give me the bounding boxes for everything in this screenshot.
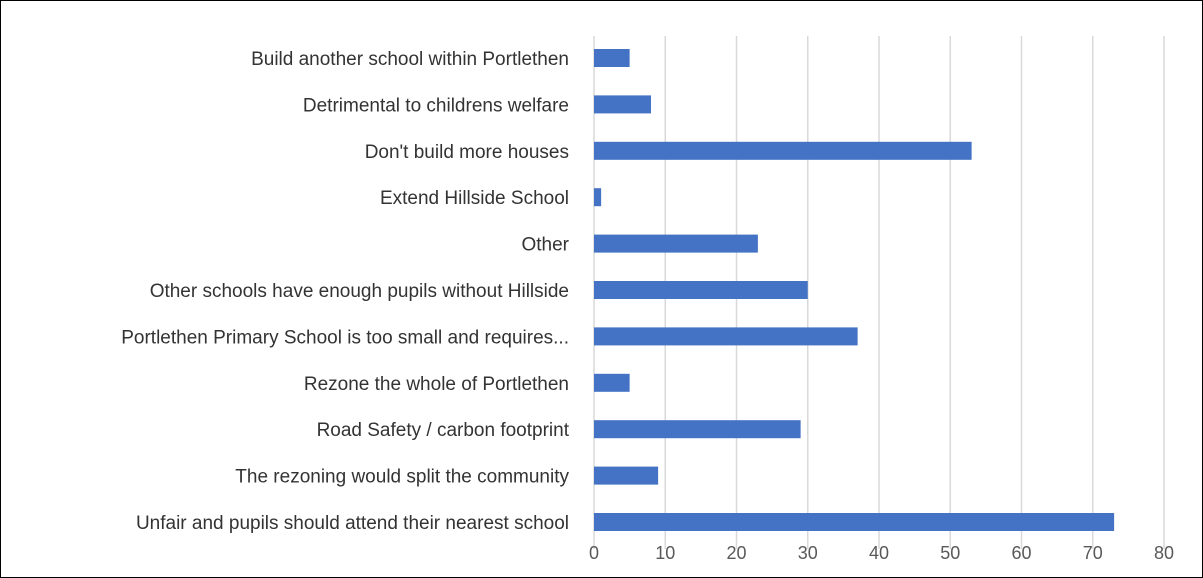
bar bbox=[594, 141, 972, 160]
bar bbox=[594, 234, 758, 253]
x-tick-label: 20 bbox=[726, 543, 746, 563]
category-label: Portlethen Primary School is too small a… bbox=[121, 327, 569, 348]
bar bbox=[594, 373, 630, 392]
category-label: The rezoning would split the community bbox=[235, 467, 569, 488]
bar bbox=[594, 95, 651, 114]
category-label: Detrimental to childrens welfare bbox=[303, 95, 569, 116]
x-tick-label: 0 bbox=[589, 543, 599, 563]
bar bbox=[594, 420, 801, 439]
x-tick-label: 40 bbox=[869, 543, 889, 563]
x-tick-label: 10 bbox=[655, 543, 675, 563]
category-label: Build another school within Portlethen bbox=[251, 49, 569, 70]
bar bbox=[594, 188, 602, 207]
x-tick-label: 70 bbox=[1083, 543, 1103, 563]
category-label: Other schools have enough pupils without… bbox=[150, 281, 569, 302]
x-axis-tick-labels: 0 10 20 30 40 50 60 70 80 bbox=[589, 543, 1174, 563]
category-label: Don't build more houses bbox=[365, 142, 569, 163]
x-tick-label: 80 bbox=[1154, 543, 1174, 563]
bar bbox=[594, 466, 659, 485]
category-label: Road Safety / carbon footprint bbox=[317, 420, 570, 441]
x-tick-label: 60 bbox=[1011, 543, 1031, 563]
category-label: Unfair and pupils should attend their ne… bbox=[136, 513, 569, 534]
category-label: Other bbox=[521, 235, 569, 256]
bar bbox=[594, 513, 1115, 531]
bar bbox=[594, 281, 808, 299]
gridlines bbox=[593, 36, 1165, 549]
bar bbox=[594, 49, 630, 67]
x-tick-label: 50 bbox=[940, 543, 960, 563]
category-label: Extend Hillside School bbox=[380, 188, 569, 209]
category-label: Rezone the whole of Portlethen bbox=[304, 374, 569, 395]
x-tick-label: 30 bbox=[798, 543, 818, 563]
bars bbox=[594, 49, 1115, 531]
category-labels: Build another school within Portlethen De… bbox=[121, 49, 569, 534]
bar bbox=[594, 327, 858, 346]
